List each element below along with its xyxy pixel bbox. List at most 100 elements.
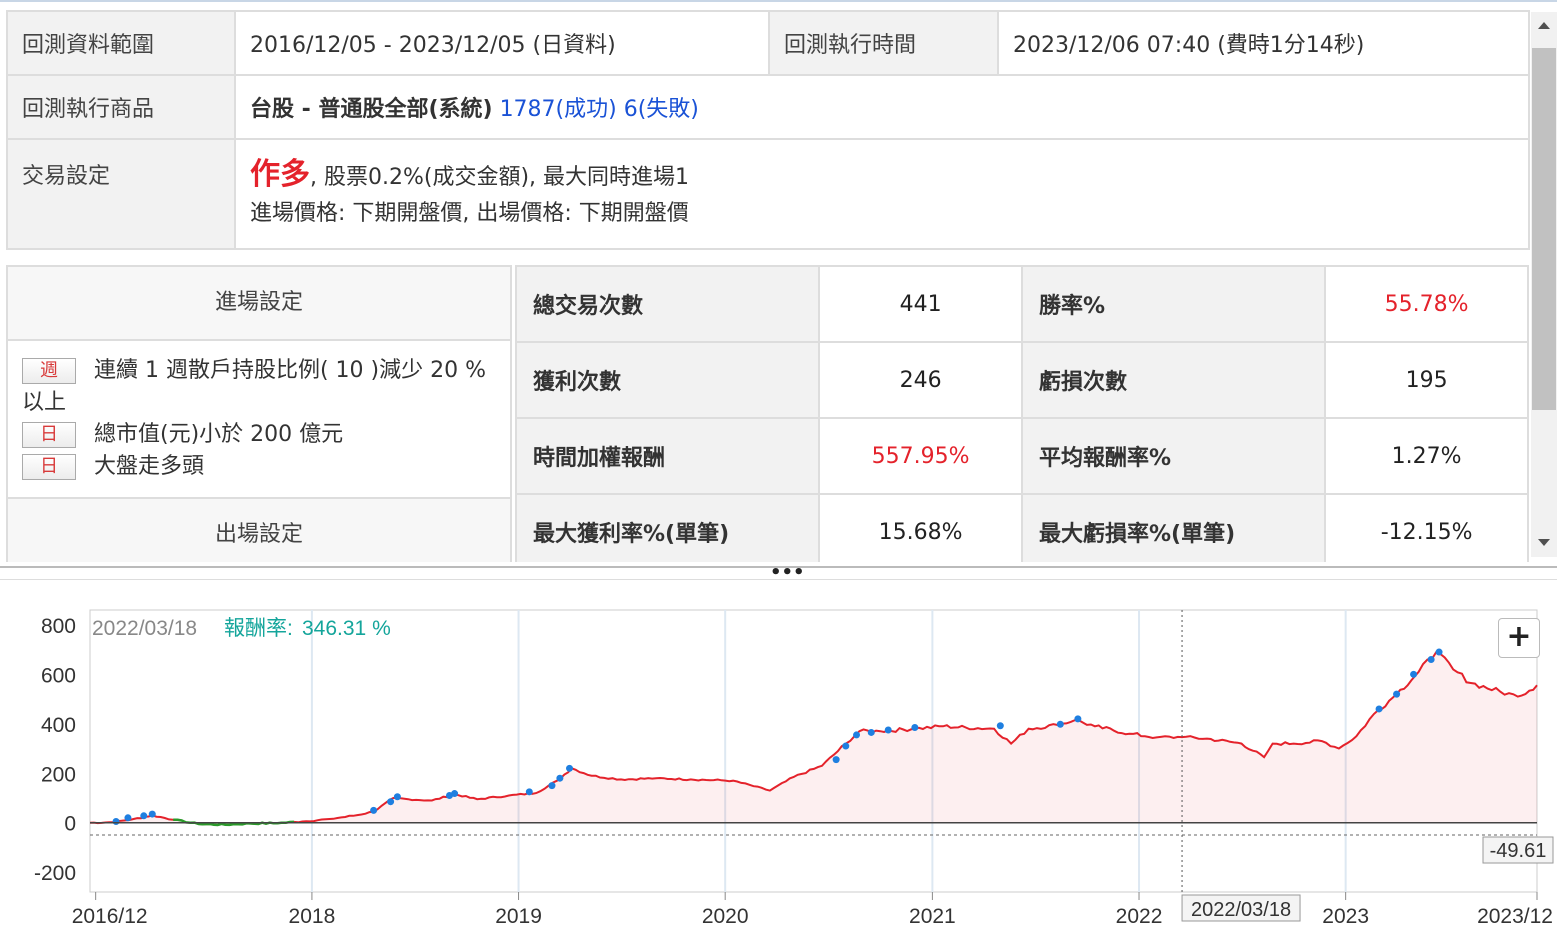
- vertical-scrollbar[interactable]: [1531, 12, 1557, 557]
- trade-marker: [1435, 648, 1443, 656]
- condition-text: 總市值(元)小於 200 億元: [94, 422, 344, 447]
- trade-marker: [393, 793, 401, 801]
- entry-settings-header: 進場設定: [8, 267, 510, 341]
- y-tick-label: 400: [41, 714, 76, 737]
- entry-conditions-list: 週連續 1 週散戶持股比例( 10 )減少 20 %以上 日總市值(元)小於 2…: [8, 341, 510, 499]
- daily-tag: 日: [22, 422, 76, 448]
- crosshair-date-label: 2022/03/18: [1191, 899, 1291, 921]
- trade-marker: [911, 724, 919, 731]
- trade-marker: [1375, 705, 1383, 713]
- min-value-box: [1482, 836, 1554, 864]
- condition-text: 連續 1 週散戶持股比例( 10 )減少 20 %以上: [22, 358, 487, 415]
- profit-count-label: 獲利次數: [514, 341, 821, 419]
- tw-return-value: 557.95%: [818, 417, 1023, 495]
- trade-price: 進場價格: 下期開盤價, 出場價格: 下期開盤價: [250, 200, 689, 226]
- max-profit-value: 15.68%: [818, 493, 1023, 562]
- trade-direction: 作多: [250, 156, 310, 192]
- product-success-link[interactable]: 1787(成功): [499, 97, 617, 122]
- win-rate-value: 55.78%: [1324, 265, 1529, 343]
- trade-marker: [867, 728, 875, 736]
- scroll-up-arrow-icon[interactable]: [1538, 22, 1550, 29]
- y-tick-label: -200: [34, 862, 76, 885]
- max-loss-label: 最大虧損率%(單筆): [1020, 493, 1327, 562]
- weekly-tag: 週: [22, 358, 76, 384]
- trade-marker: [853, 731, 861, 739]
- product-fail-link[interactable]: 6(失敗): [623, 97, 699, 122]
- trade-marker: [140, 812, 148, 820]
- scroll-down-arrow-icon[interactable]: [1538, 539, 1550, 546]
- hover-return-value: 346.31 %: [302, 617, 391, 640]
- product-name: 台股 - 普通股全部(系統): [250, 97, 493, 122]
- chart-axes: 2016/12 2018 2019 2020 2021 2022 2023 2023/12 -2…: [34, 615, 1553, 928]
- avg-return-value: 1.27%: [1324, 417, 1529, 495]
- panel-splitter[interactable]: [0, 566, 1557, 580]
- max-profit-label: 最大獲利率%(單筆): [514, 493, 821, 562]
- scrollbar-thumb[interactable]: [1532, 48, 1556, 410]
- chart-overlay: 2022/03/18 報酬率: 346.31 % 2022/03/18 -49.6…: [92, 610, 1554, 922]
- daily-tag: 日: [22, 454, 76, 480]
- x-tick-label: 2018: [289, 905, 336, 928]
- trade-marker: [1427, 655, 1435, 663]
- trade-marker: [451, 790, 459, 798]
- trade-marker: [1074, 715, 1082, 723]
- trade-marker: [1410, 670, 1418, 678]
- trade-marker: [548, 782, 556, 790]
- return-chart[interactable]: 2016/12 2018 2019 2020 2021 2022 2023 2023/12 -2…: [0, 582, 1557, 929]
- trade-marker: [1393, 690, 1401, 698]
- x-tick-label: 2023: [1322, 905, 1369, 928]
- trade-setting-value: 作多, 股票0.2%(成交金額), 最大同時進場1 進場價格: 下期開盤價, 出…: [234, 138, 1530, 250]
- tw-return-label: 時間加權報酬: [514, 417, 821, 495]
- min-value-label: -49.61: [1490, 840, 1547, 862]
- x-tick-label: 2020: [702, 905, 749, 928]
- plot-border: [89, 609, 1538, 893]
- return-line: [89, 650, 1538, 827]
- chart-grid: [89, 609, 1538, 893]
- x-tick-label: 2023/12: [1477, 905, 1553, 928]
- y-tick-label: 200: [41, 763, 76, 786]
- range-value: 2016/12/05 - 2023/12/05 (日資料): [234, 10, 770, 76]
- trade-marker: [112, 818, 120, 825]
- chart-markers: [112, 648, 1443, 825]
- stats-table: 總交易次數 441 勝率% 55.78% 獲利次數 246 虧損次數 195 時…: [514, 265, 1529, 562]
- y-tick-label: 0: [64, 813, 76, 836]
- backtest-info-table: 回測資料範圍 2016/12/05 - 2023/12/05 (日資料) 回測執…: [6, 10, 1530, 250]
- y-tick-label: 600: [41, 664, 76, 687]
- trade-marker: [556, 774, 564, 782]
- trade-marker: [842, 742, 850, 750]
- return-area-fill: [90, 652, 1537, 825]
- x-tick-label: 2022: [1116, 905, 1163, 928]
- trade-setting-label: 交易設定: [6, 138, 236, 250]
- range-label: 回測資料範圍: [6, 10, 236, 76]
- x-tick-label: 2019: [495, 905, 542, 928]
- conditions-box: 進場設定 週連續 1 週散戶持股比例( 10 )減少 20 %以上 日總市值(元…: [6, 265, 512, 562]
- drag-handle-icon[interactable]: •••: [770, 562, 805, 583]
- condition-item: 週連續 1 週散戶持股比例( 10 )減少 20 %以上: [22, 355, 496, 419]
- top-border: [0, 0, 1557, 2]
- trade-marker: [884, 726, 892, 734]
- exec-time-label: 回測執行時間: [768, 10, 999, 76]
- max-loss-value: -12.15%: [1324, 493, 1529, 562]
- product-value: 台股 - 普通股全部(系統) 1787(成功) 6(失敗): [234, 74, 1530, 140]
- product-label: 回測執行商品: [6, 74, 236, 140]
- avg-return-label: 平均報酬率%: [1020, 417, 1327, 495]
- condition-item: 日總市值(元)小於 200 億元: [22, 419, 496, 451]
- trade-marker: [148, 810, 156, 818]
- total-trades-label: 總交易次數: [514, 265, 821, 343]
- condition-text: 大盤走多頭: [94, 454, 205, 479]
- trade-marker: [996, 722, 1004, 730]
- x-tick-label: 2016/12: [72, 905, 148, 928]
- total-trades-value: 441: [818, 265, 1023, 343]
- trade-marker: [124, 814, 132, 822]
- loss-count-value: 195: [1324, 341, 1529, 419]
- zoom-button[interactable]: +: [1498, 618, 1540, 658]
- win-rate-label: 勝率%: [1020, 265, 1327, 343]
- trade-marker: [525, 788, 533, 796]
- exit-settings-header: 出場設定: [8, 499, 510, 562]
- crosshair-date-box: [1181, 894, 1301, 922]
- exec-time-value: 2023/12/06 07:40 (費時1分14秒): [997, 10, 1530, 76]
- y-tick-label: 800: [41, 615, 76, 638]
- trade-marker: [387, 798, 395, 806]
- trade-marker: [566, 764, 574, 772]
- condition-item: 日大盤走多頭: [22, 451, 496, 483]
- trade-detail: , 股票0.2%(成交金額), 最大同時進場1: [310, 164, 690, 190]
